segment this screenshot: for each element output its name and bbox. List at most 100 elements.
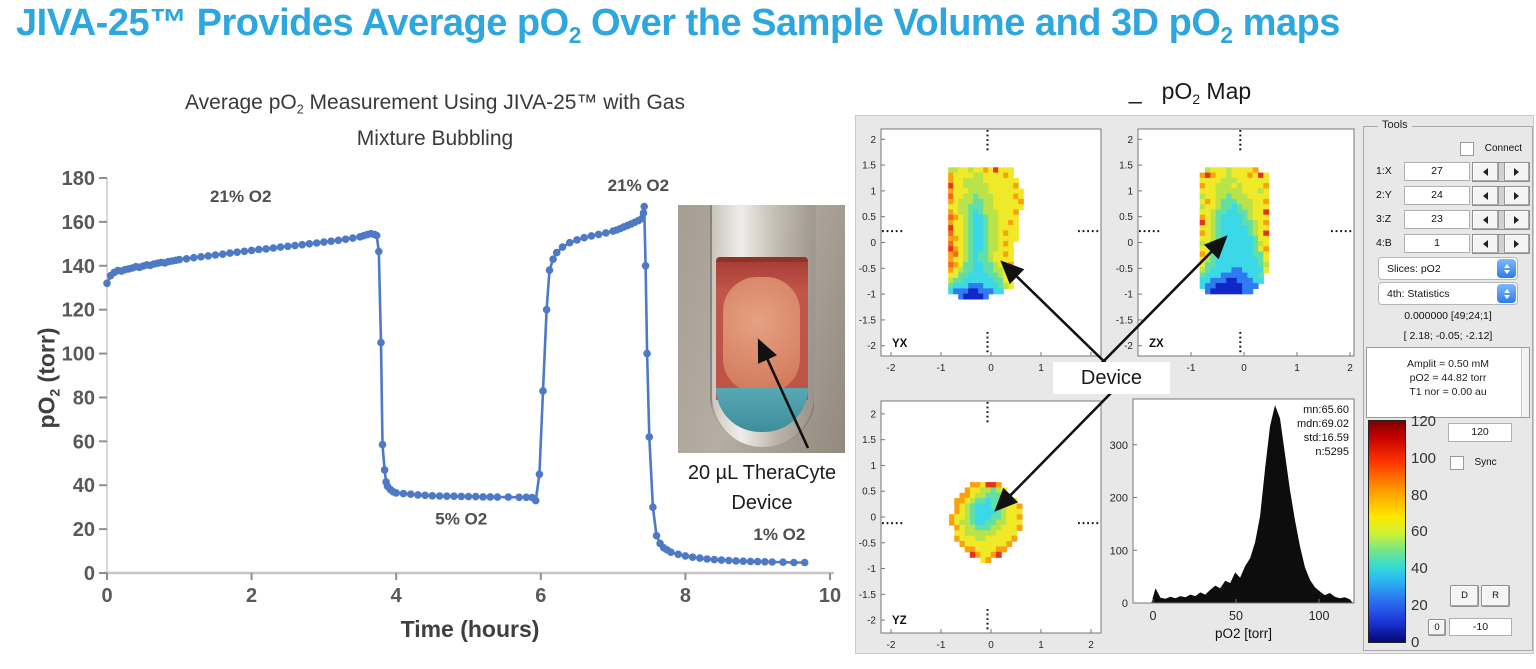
po2-time-series-chart: 0 20 40 60 80 100 120 140 160 180 0 2 4 6 8 10 21% O2 21%…: [62, 168, 842, 607]
axis-z-slider[interactable]: [1472, 210, 1530, 230]
theracyte-device: [723, 277, 800, 393]
dropdown-spinner-icon[interactable]: [1497, 284, 1516, 303]
svg-text:60: 60: [73, 431, 95, 453]
statistics-box: Amplit = 0.50 mM pO2 = 44.82 torr T1 nor…: [1366, 347, 1530, 418]
svg-text:YX: YX: [892, 338, 908, 350]
axis-y-field[interactable]: 24: [1404, 186, 1470, 205]
svg-text:0.5: 0.5: [862, 212, 876, 223]
svg-text:1.5: 1.5: [862, 435, 876, 446]
svg-text:YZ: YZ: [892, 615, 907, 627]
axis-b-field[interactable]: 1: [1404, 234, 1470, 253]
svg-text:180: 180: [62, 168, 95, 190]
svg-text:200: 200: [1110, 493, 1128, 505]
svg-text:2: 2: [1088, 640, 1094, 651]
svg-text:0: 0: [101, 585, 112, 607]
chart-title: Average pO2 Measurement Using JIVA-25™ w…: [185, 91, 685, 151]
slices-dropdown[interactable]: Slices: pO2: [1378, 257, 1518, 280]
device-annotation-label: Device: [1053, 362, 1170, 394]
dropdown-spinner-icon[interactable]: [1497, 259, 1516, 278]
zero-button[interactable]: 0: [1428, 619, 1446, 636]
d-button[interactable]: D: [1450, 585, 1479, 607]
svg-text:0: 0: [1241, 363, 1247, 374]
axis-x-label: 1:X: [1376, 165, 1392, 177]
svg-text:0: 0: [870, 238, 876, 249]
svg-text:-1: -1: [1124, 290, 1133, 301]
svg-text:0: 0: [84, 563, 95, 585]
svg-text:21% O2: 21% O2: [210, 187, 271, 206]
svg-text:0: 0: [988, 640, 994, 651]
axis-row-b: 4:B 1: [1364, 234, 1532, 254]
svg-text:0: 0: [1122, 598, 1128, 610]
r-button[interactable]: R: [1481, 585, 1510, 607]
svg-text:5% O2: 5% O2: [435, 510, 487, 529]
axis-z-field[interactable]: 23: [1404, 210, 1470, 229]
svg-text:1.5: 1.5: [1119, 161, 1133, 172]
sync-checkbox[interactable]: [1450, 455, 1464, 470]
colorbar-min-field[interactable]: -10: [1449, 618, 1512, 636]
connect-checkbox[interactable]: [1460, 141, 1475, 156]
fourth-dim-dropdown-value: 4th: Statistics: [1387, 287, 1450, 300]
svg-text:-2: -2: [887, 640, 896, 651]
svg-text:4: 4: [391, 585, 403, 607]
svg-text:8: 8: [680, 585, 691, 607]
device-photo: [678, 205, 845, 453]
svg-text:50: 50: [1229, 609, 1243, 623]
svg-text:-1.5: -1.5: [859, 590, 877, 601]
svg-text:-2: -2: [867, 341, 876, 352]
colorbar-tick-label: 120: [1411, 413, 1437, 430]
svg-text:-1: -1: [937, 363, 946, 374]
axis-x-slider[interactable]: [1472, 162, 1530, 182]
svg-text:0: 0: [1150, 609, 1157, 623]
axis-z-label: 3:Z: [1376, 213, 1392, 225]
svg-text:1.5: 1.5: [862, 161, 876, 172]
svg-text:pO2 [torr]: pO2 [torr]: [1215, 626, 1272, 641]
axis-row-y: 2:Y 24: [1364, 186, 1532, 206]
colorbar: [1368, 420, 1406, 643]
svg-text:mn:65.60: mn:65.60: [1303, 404, 1349, 416]
svg-text:-2: -2: [867, 616, 876, 627]
svg-text:300: 300: [1110, 440, 1128, 452]
axis-y-slider[interactable]: [1472, 186, 1530, 206]
svg-text:1: 1: [1294, 363, 1300, 374]
map-window-title: _ pO2 Map: [1128, 78, 1252, 107]
title-text: JIVA-25™ Provides Average pO: [16, 2, 569, 44]
photo-arrow: [757, 338, 810, 449]
colorbar-max-field[interactable]: 120: [1448, 423, 1512, 442]
axis-x-field[interactable]: 27: [1404, 162, 1470, 181]
data-point-markers: [103, 202, 809, 567]
svg-text:1: 1: [1038, 363, 1044, 374]
svg-text:1: 1: [870, 461, 876, 472]
page-title: JIVA-25™ Provides Average pO2 Over the S…: [16, 2, 1532, 49]
title-text: maps: [1232, 2, 1341, 44]
svg-text:2: 2: [246, 585, 257, 607]
slices-dropdown-value: Slices: pO2: [1387, 262, 1441, 275]
device-pointer-arrows: [994, 235, 1228, 512]
zx-heatmap: [1199, 167, 1270, 295]
axis-b-slider[interactable]: [1472, 234, 1530, 254]
po2-histogram: 0 100 200 300 0 50 100 mn:65.60 mdn:69.02 std:16.…: [1110, 398, 1355, 641]
svg-text:140: 140: [62, 256, 95, 278]
fourth-dim-dropdown[interactable]: 4th: Statistics: [1378, 282, 1518, 305]
svg-text:0: 0: [988, 363, 994, 374]
title-text: Over the Sample Volume and 3D pO: [580, 2, 1221, 44]
svg-text:0.5: 0.5: [862, 487, 876, 498]
svg-text:0: 0: [1127, 238, 1133, 249]
axis-row-x: 1:X 27: [1364, 162, 1532, 182]
svg-text:-1: -1: [867, 564, 876, 575]
colorbar-tick-label: 0: [1411, 633, 1420, 651]
svg-text:-2: -2: [1124, 341, 1133, 352]
svg-text:1: 1: [1038, 640, 1044, 651]
colorbar-tick-label: 80: [1411, 486, 1428, 504]
value-readout: 0.000000 [49;24;1]: [1404, 310, 1492, 322]
svg-text:80: 80: [73, 387, 95, 409]
sync-row: Sync: [1450, 454, 1497, 472]
svg-text:21% O2: 21% O2: [608, 176, 669, 195]
scrollbar[interactable]: [1521, 348, 1529, 417]
svg-text:2: 2: [1347, 363, 1353, 374]
svg-text:-0.5: -0.5: [859, 264, 877, 275]
svg-text:10: 10: [819, 585, 841, 607]
position-readout: [ 2.18; -0.05; -2.12]: [1403, 330, 1493, 342]
svg-text:100: 100: [1110, 545, 1128, 557]
axis-y-label: 2:Y: [1376, 189, 1392, 201]
svg-text:mdn:69.02: mdn:69.02: [1297, 418, 1349, 430]
